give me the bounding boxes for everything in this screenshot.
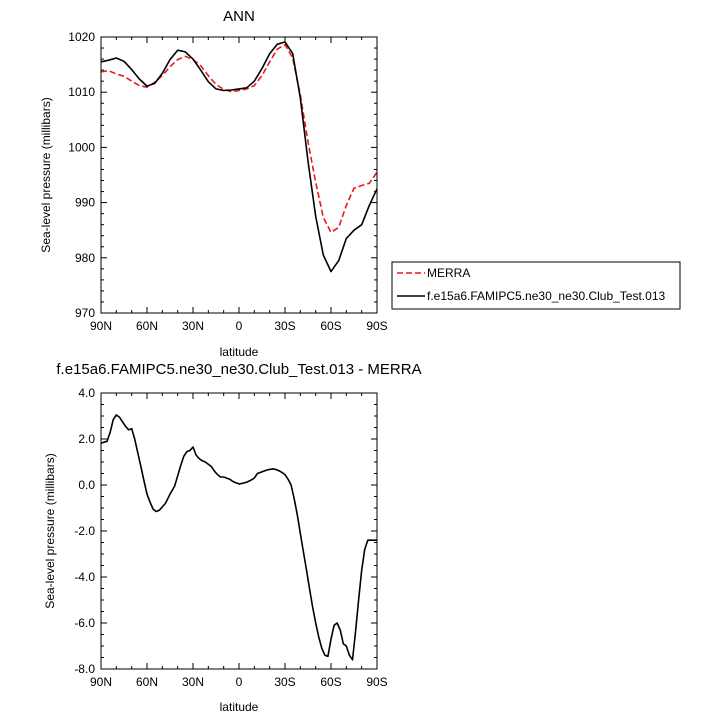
top-series-line-merra bbox=[100, 43, 378, 234]
bottom-plot-area: 90N 60N 30N 0 30S 60S 90S 4.0 2.0 0.0 -2.0 -4.0 -6.0… bbox=[74, 386, 387, 689]
bottom-x-axis-title: latitude bbox=[220, 700, 259, 714]
top-y-tick-label: 980 bbox=[75, 251, 95, 265]
bottom-x-tick-label: 90N bbox=[90, 675, 112, 689]
bottom-y-tick-label: 4.0 bbox=[78, 386, 95, 400]
bottom-y-tick-label: -2.0 bbox=[74, 524, 95, 538]
bottom-x-tick-label: 0 bbox=[236, 675, 243, 689]
bottom-x-tick-label: 30N bbox=[182, 675, 204, 689]
top-x-axis-title: latitude bbox=[220, 345, 259, 359]
bottom-series-line-model bbox=[100, 414, 377, 661]
bottom-y-tick-label: 0.0 bbox=[78, 478, 95, 492]
bottom-chart-title: f.e15a6.FAMIPC5.ne30_ne30.Club_Test.013 … bbox=[56, 361, 421, 378]
legend-label-model: f.e15a6.FAMIPC5.ne30_ne30.Club_Test.013 bbox=[427, 289, 665, 303]
top-plot-frame bbox=[100, 36, 378, 314]
top-x-tick-label: 90N bbox=[90, 319, 112, 333]
bottom-plot-frame bbox=[100, 392, 378, 670]
top-x-tick-label: 0 bbox=[236, 319, 243, 333]
top-y-tick-label: 1010 bbox=[68, 85, 95, 99]
top-chart-title: ANN bbox=[223, 8, 255, 25]
legend-label-merra: MERRA bbox=[427, 266, 470, 280]
top-x-tick-label: 30N bbox=[182, 319, 204, 333]
top-x-tick-label: 60N bbox=[136, 319, 158, 333]
top-y-tick-label: 970 bbox=[75, 306, 95, 320]
bottom-y-tick-label: -8.0 bbox=[74, 662, 95, 676]
top-y-tick-label: 1000 bbox=[68, 140, 95, 154]
top-plot-area: 90N 60N 30N 0 30S 60S 90S 970 980 990 1000 1010 1020 bbox=[68, 30, 387, 333]
top-series-line-model bbox=[100, 41, 378, 273]
top-x-tick-label: 90S bbox=[366, 319, 387, 333]
top-x-tick-label: 30S bbox=[274, 319, 295, 333]
legend-box bbox=[391, 261, 681, 310]
top-panel: ANN Sea-level pressure (millibars) latit… bbox=[39, 8, 681, 359]
top-x-tick-label: 60S bbox=[320, 319, 341, 333]
top-y-axis-title: Sea-level pressure (millibars) bbox=[39, 97, 53, 252]
bottom-y-tick-label: -6.0 bbox=[74, 616, 95, 630]
bottom-panel: f.e15a6.FAMIPC5.ne30_ne30.Club_Test.013 … bbox=[43, 361, 422, 714]
top-y-tick-label: 990 bbox=[75, 196, 95, 210]
bottom-x-tick-label: 90S bbox=[366, 675, 387, 689]
bottom-y-tick-label: -4.0 bbox=[74, 570, 95, 584]
bottom-y-axis-title: Sea-level pressure (millibars) bbox=[43, 453, 57, 608]
bottom-x-tick-label: 60N bbox=[136, 675, 158, 689]
bottom-y-tick-label: 2.0 bbox=[78, 432, 95, 446]
top-y-tick-label: 1020 bbox=[68, 30, 95, 44]
bottom-x-tick-label: 30S bbox=[274, 675, 295, 689]
bottom-x-tick-label: 60S bbox=[320, 675, 341, 689]
legend: MERRA f.e15a6.FAMIPC5.ne30_ne30.Club_Tes… bbox=[391, 261, 681, 310]
